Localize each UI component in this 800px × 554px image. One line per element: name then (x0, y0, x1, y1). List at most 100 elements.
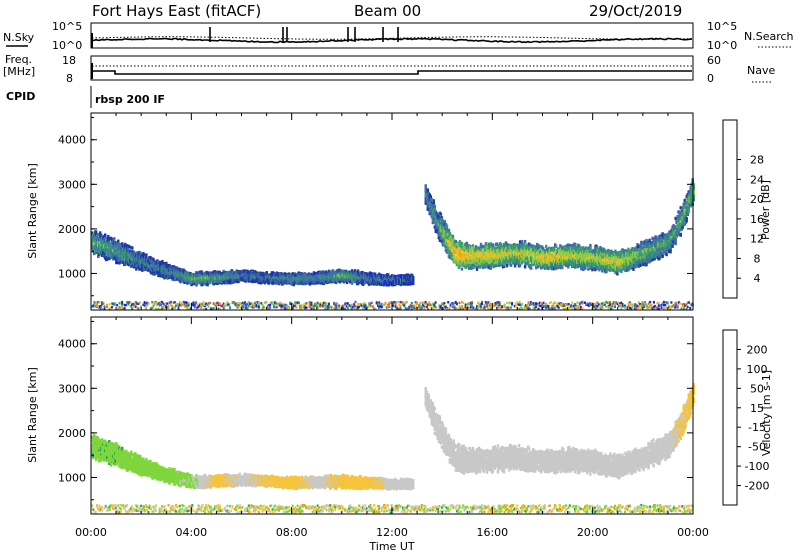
scatter-cell (101, 253, 104, 257)
cpid-label: CPID (6, 90, 35, 103)
scatter-cell (135, 267, 138, 271)
scatter-cell (160, 274, 163, 278)
scatter-cell (118, 261, 121, 265)
scatter-cell (460, 241, 464, 245)
scatter-cell (447, 228, 451, 233)
freq-label: Freq. (5, 53, 32, 66)
cpid-value: rbsp 200 IF (95, 93, 165, 106)
scatter-cell (460, 267, 464, 271)
scatter-cell (99, 231, 102, 235)
scatter-cell (96, 238, 99, 242)
scatter-cell (145, 253, 148, 257)
nsky-tick-top: 10^5 (52, 20, 82, 33)
nsky-line (91, 37, 693, 44)
scatter-cell (103, 249, 106, 253)
scatter-cell (212, 282, 215, 286)
power-heatmap (91, 178, 695, 311)
scatter-cell (95, 230, 98, 234)
scatter-cell (183, 280, 186, 284)
scatter-cell (433, 204, 436, 208)
scatter-cell (91, 231, 94, 235)
scatter-cell (117, 239, 120, 243)
nsky-tick-bottom: 10^0 (52, 39, 82, 52)
scatter-cell (206, 283, 209, 287)
scatter-cell (141, 268, 144, 272)
freq-line (92, 70, 692, 75)
scatter-cell (112, 239, 115, 243)
scatter-cell (113, 237, 116, 241)
scatter-cell (143, 268, 146, 272)
scatter-cell (222, 269, 225, 274)
scatter-cell (109, 242, 112, 246)
scatter-cell (104, 233, 107, 237)
scatter-cell (128, 244, 131, 249)
scatter-cell (263, 281, 266, 285)
scatter-cell (118, 258, 121, 262)
scatter-cell (131, 246, 134, 250)
nsky-trace (91, 27, 693, 48)
scatter-cell (432, 200, 435, 204)
nave-tick-bottom: 0 (707, 72, 714, 85)
scatter-cell (139, 251, 142, 255)
scatter-cell (99, 245, 102, 249)
scatter-cell (254, 270, 257, 274)
scatter-cell (186, 281, 189, 285)
scatter-cell (213, 273, 216, 277)
scatter-cell (118, 256, 121, 260)
freq-strip (90, 55, 694, 81)
scatter-cell (161, 260, 164, 264)
scatter-cell (100, 233, 103, 237)
scatter-cell (443, 220, 447, 224)
scatter-cell (112, 243, 115, 247)
nsky-strip (90, 22, 694, 49)
scatter-cell (100, 252, 103, 256)
scatter-cell (108, 257, 111, 261)
scatter-cell (139, 267, 142, 271)
scatter-cell (157, 273, 160, 278)
scatter-cell (214, 281, 217, 285)
station-title: Fort Hays East (fitACF) (92, 2, 261, 20)
freq-tick-bottom: 8 (66, 72, 73, 85)
scatter-cell (124, 245, 127, 249)
scatter-cell (445, 224, 449, 228)
nsearch-tick-top: 10^5 (707, 20, 737, 33)
scatter-cell (175, 266, 178, 270)
scatter-cell (465, 245, 469, 249)
nsky-label: N.Sky (3, 31, 35, 44)
scatter-cell (257, 274, 260, 278)
nave-tick-top: 60 (707, 54, 721, 67)
scatter-cell (412, 280, 415, 285)
freq-trace (91, 63, 692, 79)
scatter-cell (106, 257, 109, 261)
freq-tick-top: 18 (62, 54, 76, 67)
scatter-cell (257, 272, 260, 276)
scatter-cell (96, 236, 99, 240)
scatter-cell (163, 262, 166, 266)
scatter-cell (153, 259, 156, 263)
scatter-cell (168, 263, 171, 268)
scatter-cell (165, 261, 168, 265)
scatter-cell (429, 195, 432, 199)
scatter-cell (141, 260, 144, 264)
beam-title: Beam 00 (354, 2, 421, 20)
scatter-cell (195, 282, 198, 287)
scatter-cell (231, 270, 234, 274)
nsearch-label: N.Search (744, 30, 794, 43)
scatter-cell (120, 254, 123, 258)
freq-unit: [MHz] (3, 65, 35, 78)
date-title: 29/Oct/2019 (589, 2, 682, 20)
scatter-cell (93, 237, 96, 241)
scatter-cell (107, 234, 110, 239)
scatter-cell (261, 271, 264, 275)
scatter-cell (200, 270, 203, 274)
scatter-cell (97, 254, 100, 259)
scatter-cell (129, 259, 132, 263)
scatter-cell (121, 242, 124, 246)
scatter-cell (150, 259, 153, 264)
nave-label: Nave (747, 64, 775, 77)
scatter-cell (127, 247, 130, 251)
scatter-cell (152, 257, 155, 261)
scatter-cell (93, 242, 96, 246)
scatter-cell (93, 251, 96, 255)
